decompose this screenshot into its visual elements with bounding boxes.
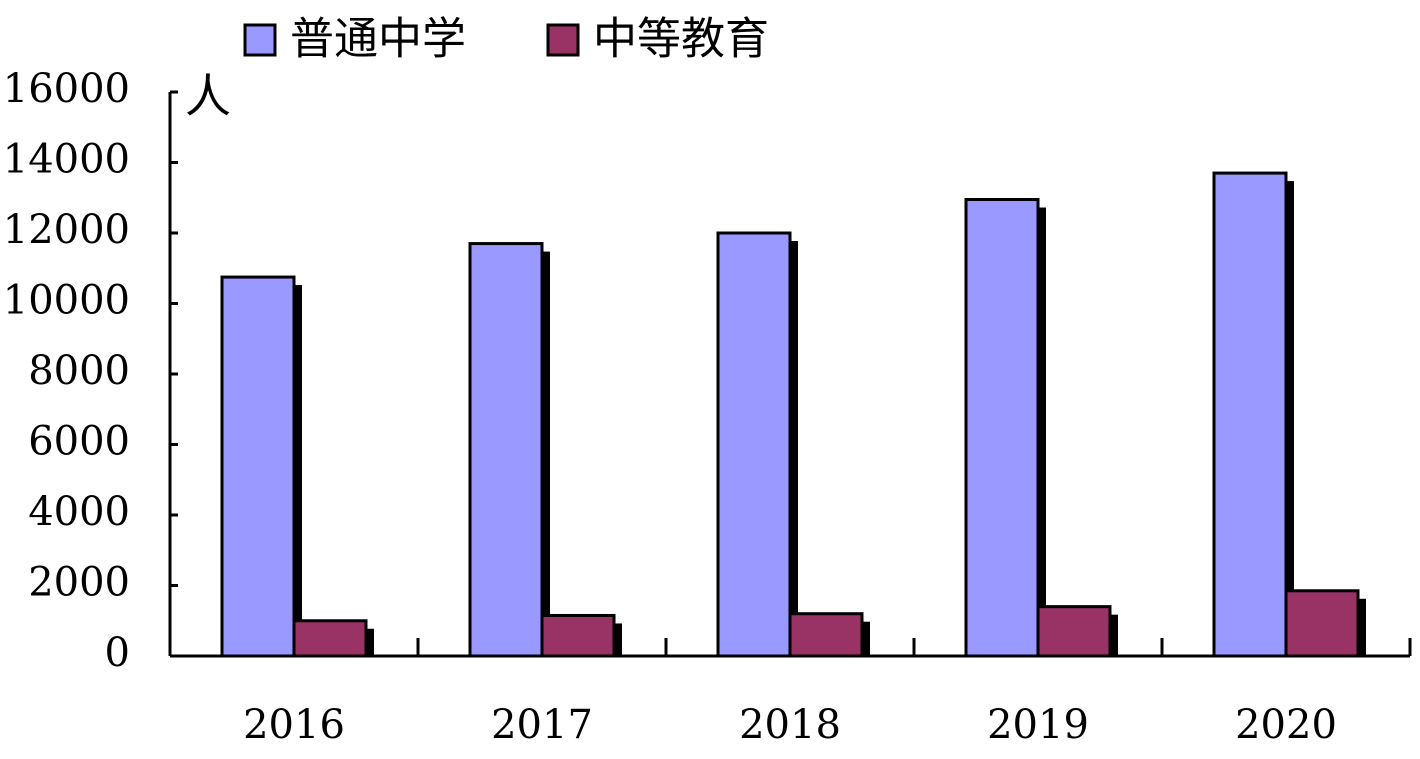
bar: [1212, 171, 1288, 658]
y-tick-label: 6000: [28, 419, 130, 465]
y-tick-label: 10000: [3, 278, 130, 324]
bar: [1284, 589, 1360, 658]
bar: [788, 612, 864, 658]
x-tick-label: 2016: [243, 702, 345, 748]
bar: [468, 242, 544, 658]
legend-label: 中等教育: [593, 14, 769, 65]
bar: [292, 619, 368, 658]
y-tick-label: 16000: [3, 66, 130, 112]
bar: [220, 275, 296, 658]
legend-swatch: [546, 23, 580, 57]
y-tick-label: 8000: [28, 348, 130, 394]
legend-swatch: [243, 23, 277, 57]
bar: [964, 198, 1040, 658]
x-tick-label: 2020: [1235, 702, 1337, 748]
legend-label: 普通中学: [290, 14, 466, 65]
y-tick-label: 14000: [3, 137, 130, 183]
x-tick-label: 2019: [987, 702, 1089, 748]
bar: [1036, 605, 1112, 658]
bar: [540, 613, 616, 658]
x-tick-label: 2017: [491, 702, 593, 748]
y-tick-label: 0: [105, 630, 130, 676]
y-tick-label: 2000: [28, 560, 130, 606]
y-tick-label: 4000: [28, 489, 130, 535]
bar: [716, 231, 792, 658]
x-tick-label: 2018: [739, 702, 841, 748]
y-tick-label: 12000: [3, 207, 130, 253]
y-axis-label: 人: [185, 69, 231, 123]
